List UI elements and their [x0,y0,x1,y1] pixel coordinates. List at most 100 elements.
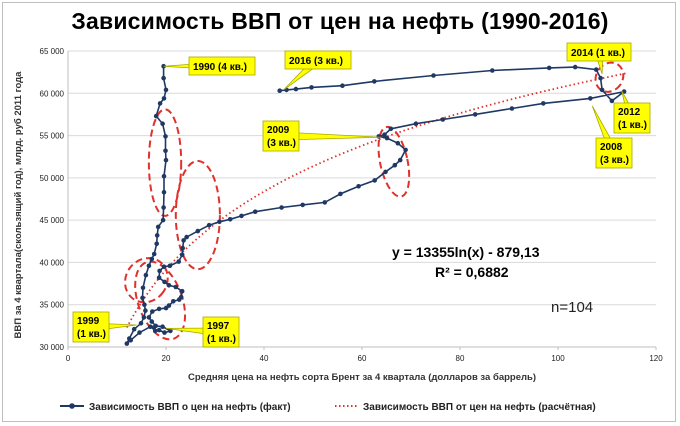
x-axis-label: Средняя цена на нефть сорта Брент за 4 к… [188,372,536,383]
data-point [338,191,343,197]
data-point [171,299,176,304]
data-point [588,96,593,101]
callout-box [202,316,240,348]
callout-label: (1 кв.) [207,334,236,345]
callout-box [262,120,300,152]
callout: 2008 (3 кв.) [591,105,633,169]
fact-line [126,66,625,345]
x-tick-label: 40 [260,354,269,363]
callout: 1997 (1 кв.) [165,316,240,348]
data-point [160,217,166,223]
data-point [383,169,388,175]
data-point [166,303,172,308]
callout-label: 1999 [77,316,100,327]
data-point [546,65,552,71]
data-point [179,252,185,258]
data-point [593,67,599,72]
data-point [148,324,153,330]
data-point [166,283,172,288]
data-point [167,263,173,269]
data-point [309,85,314,90]
y-tick-label: 50 000 [40,174,65,183]
data-point [300,202,306,208]
data-point [138,321,144,326]
highlight-ellipse [124,257,169,304]
data-point [372,79,377,84]
data-point [509,106,515,111]
y-tick-label: 35 000 [40,301,65,310]
series-layer [124,63,627,346]
legend-fact-label: Зависимость ВВП о цен на нефть (факт) [89,401,291,413]
data-point [161,173,167,179]
x-tick-label: 80 [456,354,465,363]
data-point [124,341,130,346]
data-point [163,134,168,139]
legend-fact-marker [69,403,75,409]
data-point [137,330,142,335]
y-tick-label: 40 000 [40,258,65,267]
chart-frame [2,2,676,422]
data-point [472,112,478,117]
data-point [143,308,148,313]
callout-box [284,50,352,70]
x-tick-label: 120 [649,354,663,363]
data-point [163,157,169,163]
callout: 1999 (1 кв.) [72,311,137,343]
data-point [277,88,283,93]
y-tick-label: 45 000 [40,216,65,225]
data-point [157,268,162,274]
data-point [541,101,546,106]
data-point [490,68,495,73]
data-point [156,275,162,281]
data-point [168,328,173,334]
legend: Зависимость ВВП о цен на нефть (факт) За… [60,401,596,413]
data-point [146,263,152,269]
data-point [431,73,436,78]
data-point [372,178,378,183]
data-point [384,135,390,141]
data-point [206,222,212,228]
data-point [252,209,258,214]
data-point [160,324,165,330]
data-point [181,238,186,243]
data-point [140,295,145,301]
data-point [157,101,163,106]
data-point [141,315,147,320]
data-point [156,306,162,312]
data-point [146,315,152,320]
callout-label: 2012 [618,107,641,118]
data-point [403,147,408,153]
data-point [149,256,155,262]
data-point [413,121,419,126]
data-point [163,148,168,154]
data-point [195,228,201,234]
callouts-layer: 1990 (4 кв.) 2016 (3 кв.) 2014 (1 кв.) 2012… [72,42,651,348]
data-point [239,213,244,219]
y-tick-label: 55 000 [40,132,65,141]
data-point [156,327,162,333]
y-axis-label: ВВП за 4 квартала(скользящий год), млрд.… [13,71,24,339]
data-point [131,326,137,332]
data-point [356,184,361,189]
trend-line [126,72,627,328]
callout: 2016 (3 кв.) [283,50,352,91]
data-point [598,75,603,81]
axes-layer: 30 000 35 000 40 000 45 000 50 000 55 000 60 0… [40,47,664,363]
data-point [149,319,155,324]
data-point [150,309,155,314]
y-tick-label: 30 000 [40,343,65,352]
data-point [382,132,387,137]
data-point [340,83,345,88]
data-point [160,121,165,126]
data-point [609,98,615,104]
highlight-ellipse [134,260,187,341]
data-point [217,219,222,225]
data-point [397,157,403,163]
callout-label: (3 кв.) [267,138,296,149]
data-point [173,284,179,290]
y-tick-label: 65 000 [40,47,65,56]
data-point [142,302,147,308]
data-point [572,64,578,70]
data-point [395,140,401,146]
